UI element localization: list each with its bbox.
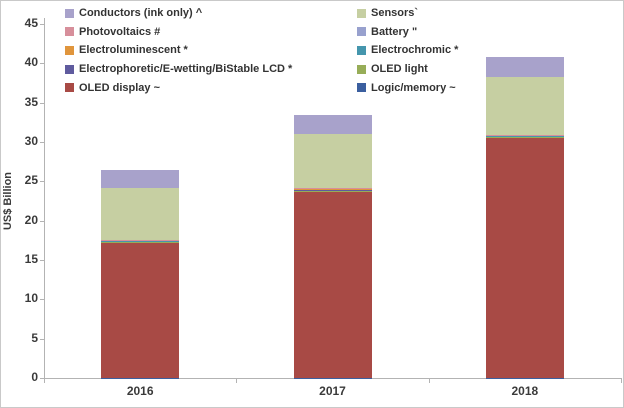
y-tick bbox=[40, 378, 44, 379]
x-axis-line bbox=[44, 378, 622, 379]
x-category-label: 2018 bbox=[511, 384, 539, 398]
bar-segment-2017-oled-light bbox=[293, 190, 372, 192]
x-tick bbox=[428, 379, 430, 383]
y-tick-label: 25 bbox=[24, 173, 38, 188]
x-category-label: 2016 bbox=[126, 384, 154, 398]
y-tick bbox=[40, 24, 44, 25]
legend-label: Logic/memory ~ bbox=[371, 81, 456, 94]
legend-swatch bbox=[357, 64, 366, 74]
y-tick-label: 35 bbox=[24, 94, 38, 109]
y-tick bbox=[40, 181, 44, 183]
bar-segment-2017-oled-display bbox=[293, 191, 372, 378]
y-tick bbox=[40, 220, 44, 222]
y-tick-label: 5 bbox=[31, 330, 38, 345]
y-tick bbox=[40, 63, 44, 65]
y-tick bbox=[40, 299, 44, 301]
legend-swatch bbox=[65, 8, 74, 18]
y-tick-label: 0 bbox=[31, 370, 38, 384]
x-tick bbox=[236, 379, 238, 383]
bar-segment-2017-electrophoretic-e-wetting-bistable-lcd bbox=[293, 189, 372, 191]
y-tick-label: 10 bbox=[24, 291, 38, 306]
legend-item-oled-light: OLED light bbox=[357, 63, 428, 75]
legend-swatch bbox=[357, 83, 366, 93]
legend-label: Battery " bbox=[371, 25, 418, 38]
legend-swatch bbox=[357, 45, 366, 55]
legend-item-oled-display: OLED display ~ bbox=[65, 82, 160, 94]
x-category-label: 2017 bbox=[319, 384, 346, 398]
bar-segment-2018-oled-light bbox=[485, 137, 564, 138]
legend-swatch bbox=[65, 83, 74, 93]
legend-swatch bbox=[357, 27, 366, 37]
bar-segment-2016-conductors-ink-only bbox=[101, 169, 180, 189]
legend-label: Photovoltaics # bbox=[79, 25, 161, 38]
legend-item-electroluminescent: Electroluminescent * bbox=[65, 44, 188, 56]
legend-label: OLED display ~ bbox=[79, 81, 160, 94]
bar-segment-2018-electrophoretic-e-wetting-bistable-lcd bbox=[485, 135, 564, 138]
bar-segment-2016-oled-light bbox=[101, 241, 180, 243]
legend-label: Sensors` bbox=[371, 7, 419, 19]
legend-label: OLED light bbox=[371, 63, 428, 76]
y-tick-label: 40 bbox=[24, 55, 38, 70]
y-tick bbox=[40, 142, 44, 143]
bar-segment-2018-conductors-ink-only bbox=[485, 57, 564, 78]
bar-segment-2016-electrophoretic-e-wetting-bistable-lcd bbox=[101, 240, 180, 242]
legend-item-electrochromic: Electrochromic * bbox=[357, 44, 458, 56]
y-tick-label: 45 bbox=[24, 16, 38, 30]
y-tick bbox=[40, 338, 44, 340]
bar-segment-2018-sensors bbox=[485, 77, 564, 135]
legend-swatch bbox=[65, 45, 74, 55]
y-axis-line bbox=[44, 18, 45, 379]
bar-segment-2016-oled-display bbox=[101, 242, 180, 378]
y-tick bbox=[40, 102, 44, 104]
legend-item-electrophoretic-e-wetting-bistable-lcd: Electrophoretic/E-wetting/BiStable LCD * bbox=[65, 63, 292, 75]
legend-item-battery: Battery " bbox=[357, 26, 417, 38]
y-tick-label: 15 bbox=[24, 252, 38, 266]
y-axis-title: US$ Billion bbox=[2, 171, 14, 231]
legend-item-photovoltaics: Photovoltaics # bbox=[65, 26, 160, 38]
y-tick-label: 30 bbox=[24, 134, 38, 148]
legend-swatch bbox=[357, 8, 366, 18]
legend-swatch bbox=[65, 64, 74, 74]
bar-segment-2018-oled-display bbox=[485, 137, 564, 378]
y-tick bbox=[40, 260, 44, 261]
legend-label: Electroluminescent * bbox=[79, 44, 188, 57]
x-tick bbox=[621, 379, 622, 383]
legend-label: Conductors (ink only) ^ bbox=[79, 7, 203, 19]
legend-item-conductors-ink-only: Conductors (ink only) ^ bbox=[65, 7, 202, 19]
x-tick bbox=[44, 379, 45, 383]
bar-segment-2017-conductors-ink-only bbox=[293, 114, 372, 134]
legend-swatch bbox=[65, 27, 74, 37]
legend-item-sensors: Sensors` bbox=[357, 7, 418, 19]
legend-label: Electrochromic * bbox=[371, 44, 459, 57]
bar-segment-2017-sensors bbox=[293, 133, 372, 188]
legend-item-logic-memory: Logic/memory ~ bbox=[357, 82, 456, 94]
bar-segment-2016-sensors bbox=[101, 188, 180, 240]
legend-label: Electrophoretic/E-wetting/BiStable LCD * bbox=[79, 63, 293, 76]
y-tick-label: 20 bbox=[24, 212, 38, 227]
